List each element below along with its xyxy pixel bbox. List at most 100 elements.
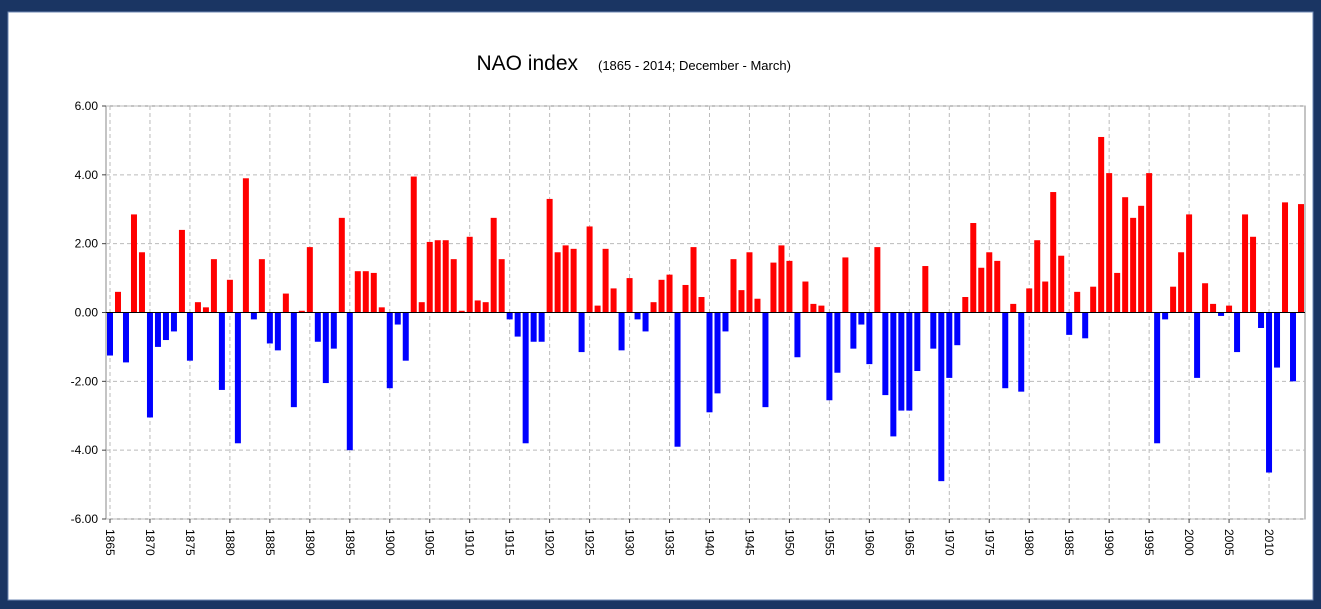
bar: [426, 241, 433, 313]
bar: [354, 271, 361, 313]
bar: [322, 312, 329, 384]
bar: [266, 312, 273, 344]
bar: [650, 302, 657, 313]
bar: [1210, 303, 1217, 313]
bar: [522, 312, 529, 444]
x-tick-label: 1990: [1102, 529, 1116, 556]
x-tick-label: 2005: [1222, 529, 1236, 556]
bar: [1146, 173, 1153, 313]
bar: [498, 259, 505, 313]
bar: [1050, 192, 1057, 313]
x-tick-label: 1875: [183, 529, 197, 556]
bar: [450, 259, 457, 313]
bar: [410, 176, 417, 313]
bar: [826, 312, 833, 401]
bar: [866, 312, 873, 365]
bar: [938, 312, 945, 482]
bar: [1018, 312, 1025, 392]
bar: [1290, 312, 1297, 382]
bar: [994, 260, 1001, 313]
bar: [1026, 288, 1033, 313]
bar: [970, 223, 977, 313]
bar: [578, 312, 585, 353]
x-tick-label: 1980: [1022, 529, 1036, 556]
bar: [306, 247, 313, 313]
bar: [1170, 286, 1177, 313]
bar: [738, 290, 745, 313]
bar: [250, 312, 257, 320]
bar: [946, 312, 953, 378]
x-tick-label: 1950: [782, 529, 796, 556]
bar: [834, 312, 841, 373]
x-tick-label: 1975: [982, 529, 996, 556]
bar: [658, 279, 665, 313]
x-tick-label: 1995: [1142, 529, 1156, 556]
bar: [906, 312, 913, 411]
bar: [114, 291, 121, 313]
bar: [138, 252, 145, 313]
bar: [690, 247, 697, 313]
bar: [562, 245, 569, 313]
y-tick-label: 4.00: [75, 168, 99, 182]
bar: [1090, 286, 1097, 313]
bar: [146, 312, 153, 418]
bar: [1282, 202, 1289, 313]
bar: [898, 312, 905, 411]
bar: [1138, 205, 1145, 313]
bar: [170, 312, 177, 332]
bar: [618, 312, 625, 351]
bar: [642, 312, 649, 332]
bar: [954, 312, 961, 346]
bar: [842, 257, 849, 313]
bar: [1234, 312, 1241, 353]
bar: [1042, 281, 1049, 313]
x-tick-label: 1905: [423, 529, 437, 556]
bar: [610, 288, 617, 313]
x-tick-label: 1880: [223, 529, 237, 556]
y-tick-label: 2.00: [75, 237, 99, 251]
bar: [810, 303, 817, 313]
chart-title: NAO index: [476, 52, 578, 75]
bar: [626, 278, 633, 313]
x-tick-label: 1920: [543, 529, 557, 556]
bar: [1298, 204, 1305, 313]
bar: [386, 312, 393, 389]
bar: [1162, 312, 1169, 320]
x-tick-label: 1960: [862, 529, 876, 556]
bar: [290, 312, 297, 408]
bar: [1178, 252, 1185, 313]
bar: [1098, 136, 1105, 313]
bar: [274, 312, 281, 351]
bar: [402, 312, 409, 361]
bar: [1130, 217, 1137, 313]
bar: [858, 312, 865, 325]
y-tick-label: -4.00: [71, 443, 99, 457]
bar: [242, 178, 249, 313]
bar: [594, 305, 601, 313]
x-tick-label: 1935: [663, 529, 677, 556]
bar: [442, 240, 449, 313]
bar: [602, 248, 609, 313]
bar: [1226, 305, 1233, 313]
x-tick-label: 2010: [1262, 529, 1276, 556]
bar: [1154, 312, 1161, 444]
bar: [1250, 236, 1257, 313]
bar: [666, 274, 673, 313]
bar: [850, 312, 857, 349]
bar: [1010, 303, 1017, 313]
bar: [1066, 312, 1073, 335]
x-tick-label: 1915: [503, 529, 517, 556]
x-tick-label: 1955: [822, 529, 836, 556]
bar: [162, 312, 169, 341]
bar: [530, 312, 537, 342]
bar: [730, 259, 737, 313]
bar: [1242, 214, 1249, 313]
bar: [378, 307, 385, 313]
bar: [506, 312, 513, 320]
bar: [698, 297, 705, 313]
bar: [1194, 312, 1201, 378]
bar: [1202, 283, 1209, 313]
x-tick-label: 1930: [623, 529, 637, 556]
bar: [418, 302, 425, 313]
